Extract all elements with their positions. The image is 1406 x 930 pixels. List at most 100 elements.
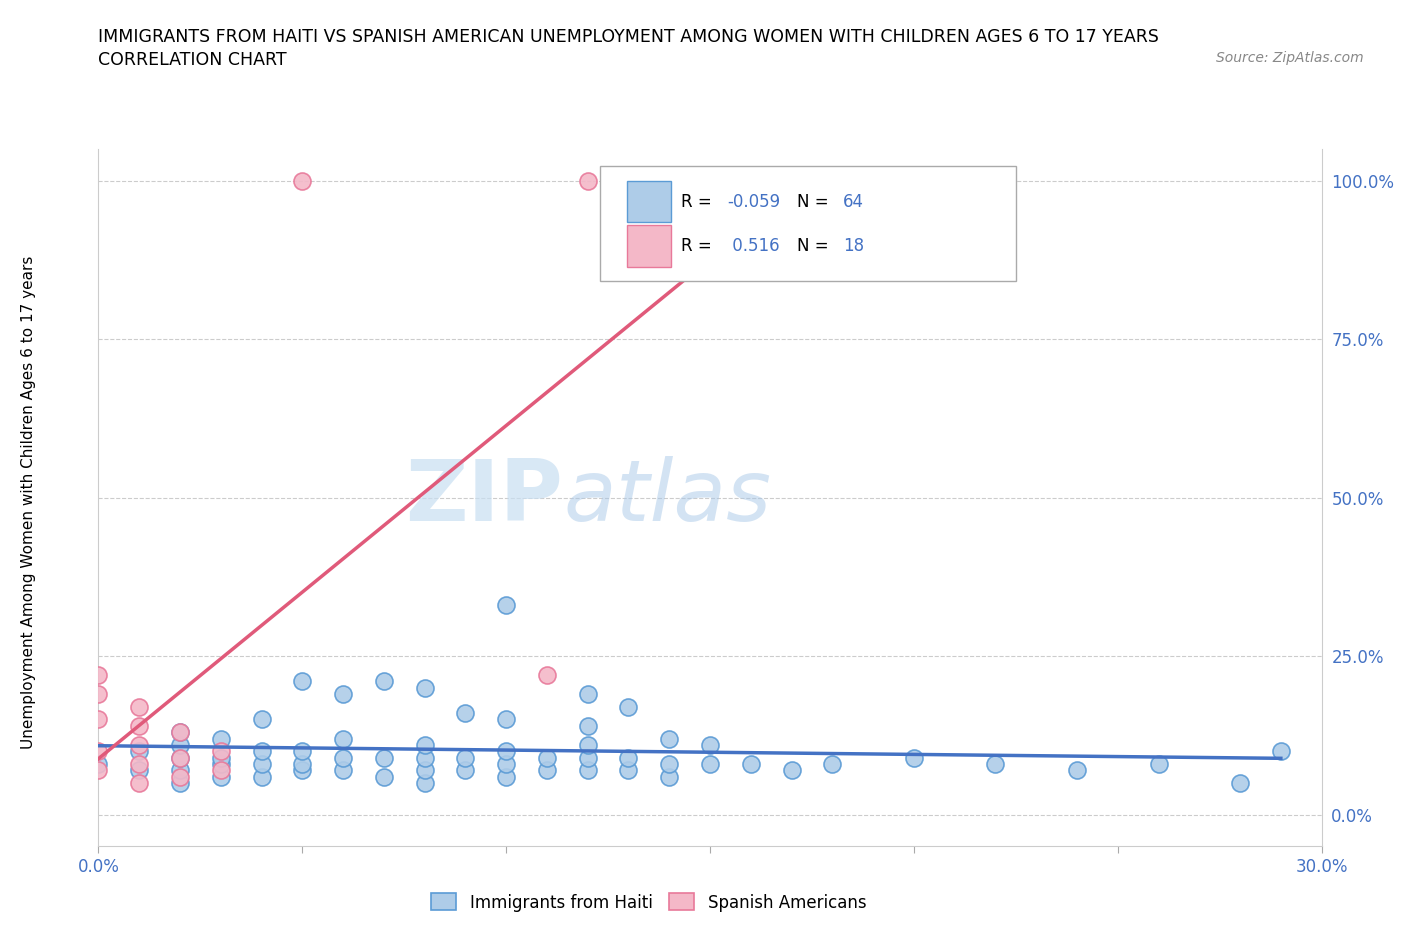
Text: 0.516: 0.516 bbox=[727, 237, 780, 255]
Point bbox=[536, 763, 558, 777]
Point bbox=[291, 674, 314, 689]
Legend: Immigrants from Haiti, Spanish Americans: Immigrants from Haiti, Spanish Americans bbox=[425, 886, 873, 918]
Point bbox=[495, 712, 517, 727]
Point bbox=[413, 751, 436, 765]
Point bbox=[128, 737, 150, 752]
Point bbox=[169, 763, 191, 777]
Point bbox=[169, 751, 191, 765]
Point bbox=[169, 737, 191, 752]
Point bbox=[250, 769, 273, 784]
Point bbox=[209, 751, 232, 765]
Point bbox=[291, 744, 314, 759]
Point bbox=[617, 699, 640, 714]
Point bbox=[373, 769, 395, 784]
Point bbox=[576, 686, 599, 701]
Point bbox=[576, 751, 599, 765]
Text: IMMIGRANTS FROM HAITI VS SPANISH AMERICAN UNEMPLOYMENT AMONG WOMEN WITH CHILDREN: IMMIGRANTS FROM HAITI VS SPANISH AMERICA… bbox=[98, 28, 1160, 46]
Point bbox=[617, 763, 640, 777]
Point bbox=[1270, 744, 1292, 759]
Point bbox=[495, 744, 517, 759]
Text: ZIP: ZIP bbox=[405, 456, 564, 539]
Point bbox=[658, 731, 681, 746]
Point bbox=[209, 731, 232, 746]
Point bbox=[209, 763, 232, 777]
Text: R =: R = bbox=[681, 193, 717, 210]
Point bbox=[87, 744, 110, 759]
Text: atlas: atlas bbox=[564, 456, 772, 539]
Point bbox=[87, 756, 110, 771]
Text: CORRELATION CHART: CORRELATION CHART bbox=[98, 51, 287, 69]
FancyBboxPatch shape bbox=[627, 225, 671, 267]
Point bbox=[1066, 763, 1088, 777]
Point bbox=[495, 756, 517, 771]
Point bbox=[169, 751, 191, 765]
Text: 64: 64 bbox=[844, 193, 865, 210]
Point bbox=[209, 744, 232, 759]
Point bbox=[536, 751, 558, 765]
Point bbox=[169, 776, 191, 790]
Point bbox=[250, 756, 273, 771]
Point bbox=[617, 751, 640, 765]
Point bbox=[1147, 756, 1170, 771]
Point bbox=[576, 737, 599, 752]
Point bbox=[209, 769, 232, 784]
Point bbox=[291, 756, 314, 771]
Point bbox=[128, 744, 150, 759]
Point bbox=[576, 173, 599, 188]
Point bbox=[373, 751, 395, 765]
Text: N =: N = bbox=[797, 237, 834, 255]
Point bbox=[128, 763, 150, 777]
FancyBboxPatch shape bbox=[600, 166, 1015, 282]
Point bbox=[209, 756, 232, 771]
FancyBboxPatch shape bbox=[627, 181, 671, 222]
Point bbox=[903, 751, 925, 765]
Text: 18: 18 bbox=[844, 237, 865, 255]
Point bbox=[984, 756, 1007, 771]
Point bbox=[1229, 776, 1251, 790]
Point bbox=[332, 686, 354, 701]
Point bbox=[87, 763, 110, 777]
Point bbox=[128, 718, 150, 733]
Point bbox=[128, 699, 150, 714]
Point bbox=[454, 763, 477, 777]
Point bbox=[169, 724, 191, 739]
Point bbox=[87, 686, 110, 701]
Point bbox=[413, 681, 436, 696]
Text: Unemployment Among Women with Children Ages 6 to 17 years: Unemployment Among Women with Children A… bbox=[21, 256, 35, 749]
Text: R =: R = bbox=[681, 237, 717, 255]
Point bbox=[291, 763, 314, 777]
Text: -0.059: -0.059 bbox=[727, 193, 780, 210]
Point bbox=[169, 769, 191, 784]
Point bbox=[128, 756, 150, 771]
Point bbox=[291, 173, 314, 188]
Point bbox=[250, 744, 273, 759]
Point bbox=[536, 668, 558, 683]
Point bbox=[658, 769, 681, 784]
Point bbox=[576, 718, 599, 733]
Text: N =: N = bbox=[797, 193, 834, 210]
Point bbox=[454, 751, 477, 765]
Point bbox=[699, 737, 721, 752]
Point bbox=[576, 763, 599, 777]
Point bbox=[740, 756, 762, 771]
Point bbox=[780, 763, 803, 777]
Point bbox=[413, 776, 436, 790]
Point bbox=[332, 731, 354, 746]
Point bbox=[87, 668, 110, 683]
Text: Source: ZipAtlas.com: Source: ZipAtlas.com bbox=[1216, 51, 1364, 65]
Point bbox=[413, 737, 436, 752]
Point bbox=[373, 674, 395, 689]
Point bbox=[495, 598, 517, 613]
Point bbox=[332, 763, 354, 777]
Point bbox=[87, 712, 110, 727]
Point bbox=[128, 776, 150, 790]
Point bbox=[658, 756, 681, 771]
Point bbox=[821, 756, 844, 771]
Point bbox=[454, 706, 477, 721]
Point bbox=[250, 712, 273, 727]
Point bbox=[699, 756, 721, 771]
Point bbox=[332, 751, 354, 765]
Point bbox=[169, 724, 191, 739]
Point bbox=[495, 769, 517, 784]
Point bbox=[413, 763, 436, 777]
